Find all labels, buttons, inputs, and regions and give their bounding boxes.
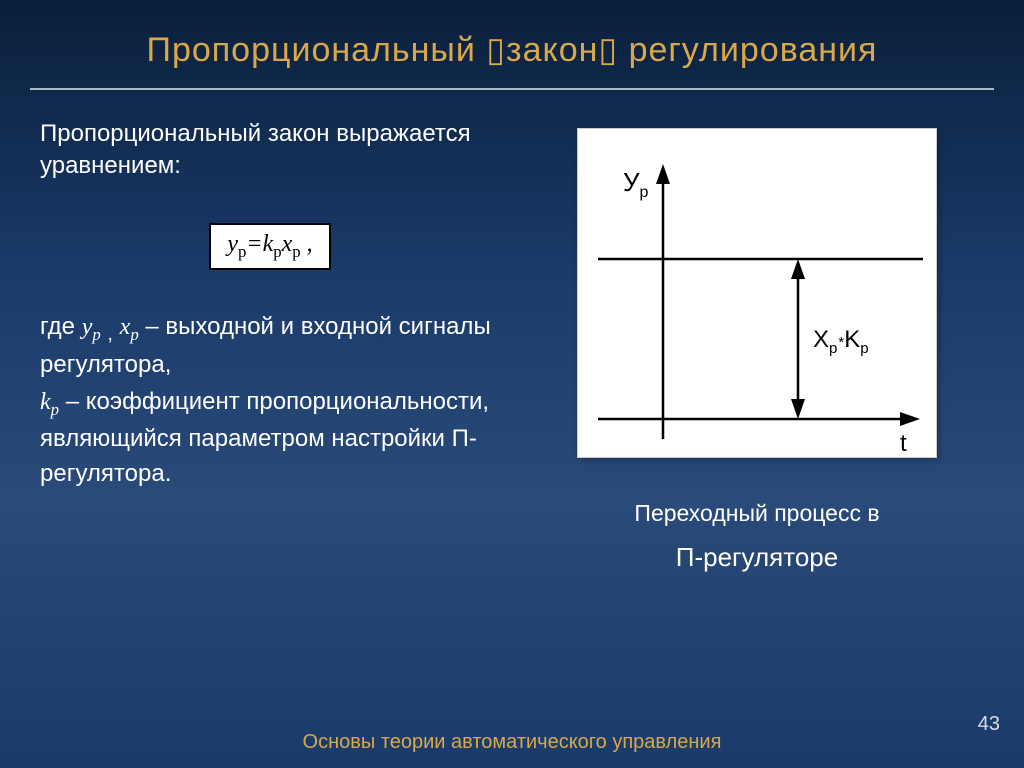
y-axis-label: Уp bbox=[623, 167, 649, 201]
formula-container: yp=kpxp , bbox=[40, 223, 500, 270]
footer-text: Основы теории автоматического управления bbox=[0, 731, 1024, 754]
caption-line-1: Переходный процесс в bbox=[634, 493, 879, 534]
caption-line-2: П-регуляторе bbox=[634, 534, 879, 581]
explain-line-1: где yp , xp – выходной и входной сигналы… bbox=[40, 310, 500, 384]
x-axis-label: t bbox=[900, 430, 907, 457]
left-column: Пропорциональный закон выражается уравне… bbox=[40, 118, 500, 581]
x-axis-arrowhead bbox=[900, 412, 920, 426]
explanation: где yp , xp – выходной и входной сигналы… bbox=[40, 310, 500, 494]
dim-arrow-top bbox=[791, 259, 805, 279]
content-row: Пропорциональный закон выражается уравне… bbox=[30, 118, 994, 581]
right-column: Уp t Xp*Kp Переходный процесс в П-регуля… bbox=[530, 118, 984, 581]
intro-text: Пропорциональный закон выражается уравне… bbox=[40, 118, 500, 183]
explain-line-2: kp – коэффициент пропорциональности, явл… bbox=[40, 385, 500, 492]
dim-label: Xp*Kp bbox=[813, 326, 869, 357]
chart-box: Уp t Xp*Kp bbox=[577, 128, 937, 458]
formula-box: yp=kpxp , bbox=[209, 223, 330, 270]
caption-line-2-text: П-регуляторе bbox=[676, 542, 838, 572]
y-axis-arrowhead bbox=[656, 164, 670, 184]
title-divider bbox=[30, 88, 994, 90]
dim-arrow-bottom bbox=[791, 399, 805, 419]
chart-caption: Переходный процесс в П-регуляторе bbox=[634, 493, 879, 581]
slide: Пропорциональный ▯закон▯ регулирования П… bbox=[0, 0, 1024, 768]
step-chart-svg: Уp t Xp*Kp bbox=[578, 129, 938, 459]
slide-title: Пропорциональный ▯закон▯ регулирования bbox=[30, 30, 994, 88]
